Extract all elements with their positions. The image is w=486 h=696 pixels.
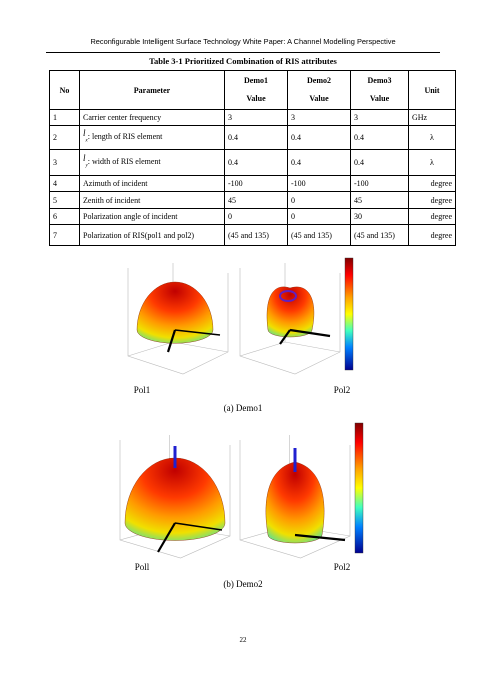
column-header: Parameter	[79, 70, 225, 110]
table-cell: 0.4	[224, 149, 288, 176]
table-title: Table 3-1 Prioritized Combination of RIS…	[149, 56, 337, 66]
table-row: 7 Polarization of RIS(pol1 and pol2) (45 a…	[49, 224, 456, 246]
subfigure-label: Poll	[135, 562, 150, 572]
subscript: y	[85, 163, 88, 169]
running-title: Reconfigurable Intelligent Surface Techn…	[90, 37, 396, 46]
table-cell: λ	[408, 149, 456, 176]
table-cell: 0.4	[287, 149, 351, 176]
cell-text: : length of RIS element	[87, 132, 163, 142]
radiation-pattern	[124, 457, 226, 541]
table-cell: (45 and 135)	[350, 224, 409, 246]
table-cell: degree	[408, 224, 456, 246]
subscript: x	[85, 138, 88, 144]
pattern-lobe	[279, 290, 297, 302]
table-row: 4 Azimuth of incident -100 -100 -100 degree	[49, 175, 456, 192]
axis-line	[166, 329, 177, 353]
column-header-line: Demo3	[367, 76, 392, 85]
axis-line	[279, 329, 291, 345]
column-header-line: Value	[369, 94, 390, 103]
header-rule	[46, 52, 440, 53]
symbol: l	[83, 128, 86, 139]
axis-line	[294, 533, 346, 542]
radiation-pattern	[265, 461, 325, 544]
figure-caption: (a) Demo1	[224, 403, 263, 413]
column-header-line: Demo1	[244, 76, 268, 85]
column-header: No	[49, 70, 80, 110]
subfigure-label: Pol1	[134, 385, 151, 395]
axis-line	[289, 328, 331, 338]
symbol: l	[83, 153, 86, 164]
table-cell: 0.4	[350, 149, 409, 176]
header-row: No Parameter Demo1 Value Demo2 Value Demo3 Valu…	[49, 70, 456, 110]
axis-line	[174, 522, 223, 531]
subfigure-label: Pol2	[334, 562, 351, 572]
cell-text: : width of RIS element	[87, 157, 161, 167]
attributes-table: No Parameter Demo1 Value Demo2 Value Demo3 Valu…	[49, 70, 456, 246]
axis-line	[174, 329, 221, 336]
subfigure-label: Pol2	[334, 385, 351, 395]
radiation-pattern	[266, 286, 315, 338]
radiation-pattern	[136, 281, 214, 344]
table-cell: λ	[408, 125, 456, 150]
figure-caption: (b) Demo2	[223, 579, 262, 589]
axis-line	[157, 522, 176, 553]
column-header-line: Value	[309, 94, 329, 103]
column-header-line: Value	[246, 94, 266, 103]
column-header-line: Demo2	[307, 76, 331, 85]
colorbar	[344, 257, 354, 371]
page-number: 22	[240, 636, 248, 644]
colorbar	[354, 422, 364, 554]
column-header: Demo3 Value	[350, 70, 409, 110]
